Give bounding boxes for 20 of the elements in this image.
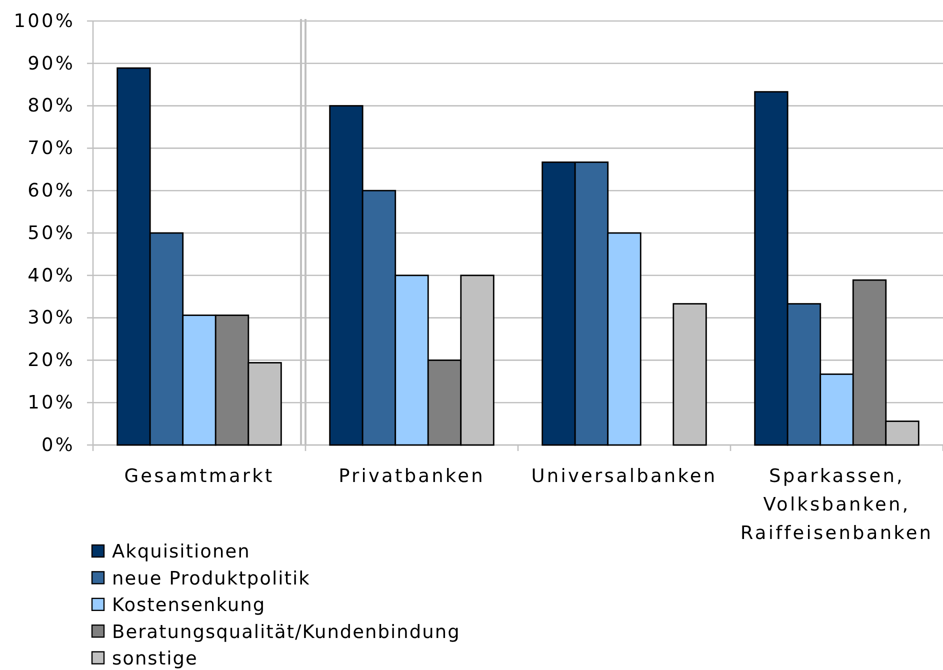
y-tick-label: 20% bbox=[28, 350, 75, 372]
y-tick-label: 70% bbox=[28, 138, 75, 160]
legend-label: neue Produktpolitik bbox=[112, 568, 310, 590]
legend-label: Kostensenkung bbox=[112, 595, 266, 616]
y-tick-label: 40% bbox=[28, 265, 75, 286]
y-tick-label: 10% bbox=[28, 392, 75, 414]
legend-label: Akquisitionen bbox=[112, 542, 250, 563]
y-tick-label: 50% bbox=[28, 222, 75, 244]
y-tick-label: 100% bbox=[14, 10, 75, 32]
x-tick-label: Universalbanken bbox=[531, 466, 718, 487]
y-tick-label: 80% bbox=[28, 96, 75, 117]
legend-label: Beratungsqualität/Kundenbindung bbox=[112, 622, 460, 643]
x-tick-label: Sparkassen, Volksbanken, Raiffeisenbanken bbox=[740, 466, 934, 544]
x-tick-label: Gesamtmarkt bbox=[124, 466, 274, 487]
y-tick-label: 60% bbox=[28, 180, 75, 202]
y-tick-label: 90% bbox=[28, 53, 75, 74]
x-tick-label: Privatbanken bbox=[338, 466, 485, 487]
y-tick-label: 0% bbox=[41, 434, 75, 456]
y-tick-label: 30% bbox=[28, 308, 75, 329]
legend-label: sonstige bbox=[112, 648, 198, 670]
